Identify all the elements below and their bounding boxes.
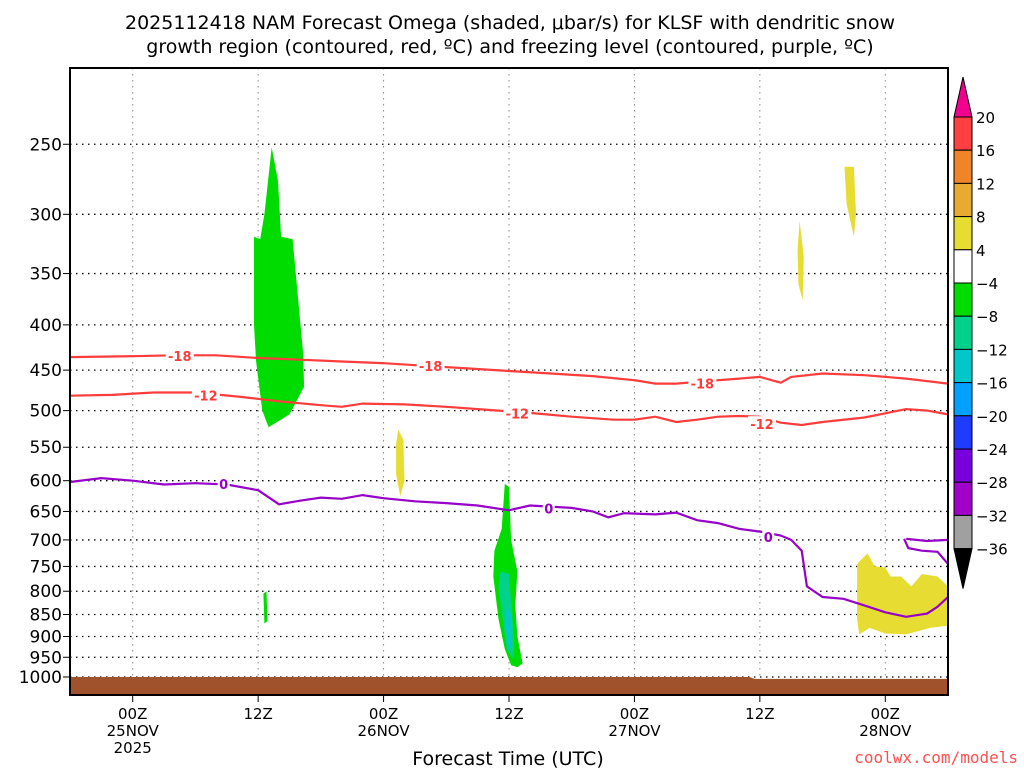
colorbar-label: −12 — [976, 341, 1008, 359]
colorbar-label: 20 — [976, 109, 995, 127]
contour-label-bg — [542, 500, 555, 517]
colorbar-swatch — [953, 116, 973, 151]
chart-title-line-2: growth region (contoured, red, ºC) and f… — [146, 36, 873, 58]
contour-line-0b — [903, 538, 948, 576]
omega-shaded-region — [505, 605, 513, 652]
contour-label-bg — [503, 405, 532, 422]
x-tick-label: 00Z — [118, 705, 147, 723]
colorbar-swatch — [953, 448, 973, 483]
colorbar-label: −32 — [976, 507, 1008, 525]
chart-title-line-1: 2025112418 NAM Forecast Omega (shaded, μ… — [125, 12, 895, 34]
omega-shaded-region — [844, 166, 856, 237]
contour-label-bg — [747, 416, 776, 433]
contour-label-bg — [191, 387, 220, 404]
colorbar-swatch — [953, 348, 973, 384]
contour-label: -12 — [506, 408, 530, 423]
x-tick-label: 00Z — [369, 705, 398, 723]
colorbar-label: 4 — [976, 242, 986, 260]
y-tick-label: 800 — [30, 582, 62, 602]
x-tick-label: 12Z — [243, 705, 272, 723]
y-tick-label: 550 — [30, 438, 62, 458]
colorbar-top-arrow — [953, 76, 973, 118]
colorbar-swatch — [953, 249, 973, 284]
colorbar-swatch — [953, 514, 973, 550]
contour-label: -12 — [750, 418, 774, 433]
plot-area: -18 -18 -18 -12 -12 -12 0 0 0 250 300 350 400 450 500 5… — [19, 67, 949, 757]
colorbar-swatch — [953, 216, 973, 251]
x-tick-label: 28NOV — [859, 722, 912, 740]
x-tick-label: 2025 — [114, 739, 152, 757]
contour-line--12 — [70, 391, 948, 427]
contour-line-0c — [906, 537, 948, 543]
colorbar-label: 16 — [976, 142, 995, 160]
contour-label-bg — [762, 529, 775, 546]
y-tick-label: 1000 — [19, 668, 62, 688]
omega-shaded-region — [396, 429, 405, 497]
colorbar-swatch — [953, 481, 973, 516]
colorbar-label: −8 — [976, 308, 998, 326]
y-tick-label: 850 — [30, 606, 62, 626]
omega-shaded-region — [254, 147, 305, 428]
plot-inner: -18 -18 -18 -12 -12 -12 0 0 0 — [70, 68, 948, 695]
colorbar-swatch — [953, 182, 973, 218]
colorbar-label: −36 — [976, 541, 1008, 559]
colorbar-swatch — [953, 282, 973, 317]
contour-line--18 — [70, 354, 948, 385]
colorbar-label: −20 — [976, 408, 1008, 426]
contour-label-bg — [165, 348, 194, 365]
contour-label: 0 — [764, 531, 773, 546]
y-tick-label: 650 — [30, 502, 62, 522]
x-tick-label: 27NOV — [608, 722, 661, 740]
colorbar-swatch — [953, 382, 973, 417]
contour-label: 0 — [219, 478, 228, 493]
contour-label-bg — [416, 357, 445, 374]
x-tick-label: 26NOV — [358, 722, 411, 740]
contour-line-0 — [70, 476, 948, 618]
terrain — [70, 677, 948, 695]
colorbar: 20 16 12 8 4 −4 −8 −12 −16 −20 −24 −28 −32 −36 — [953, 76, 1008, 589]
colorbar-label: −4 — [976, 275, 998, 293]
y-tick-label: 950 — [30, 648, 62, 668]
x-tick-label: 00Z — [620, 705, 649, 723]
y-tick-label: 300 — [30, 205, 62, 225]
y-tick-label: 750 — [30, 557, 62, 577]
y-tick-label: 900 — [30, 627, 62, 647]
contour-label: -18 — [691, 378, 715, 393]
contour-label-bg — [688, 375, 717, 392]
y-tick-label: 600 — [30, 472, 62, 492]
colorbar-swatch — [953, 415, 973, 450]
y-tick-label: 500 — [30, 402, 62, 422]
y-tick-label: 450 — [30, 361, 62, 381]
y-tick-label: 250 — [30, 135, 62, 155]
y-tick-label: 700 — [30, 531, 62, 551]
colorbar-swatch — [953, 315, 973, 350]
contour-label: -18 — [419, 360, 443, 375]
y-tick-label: 350 — [30, 265, 62, 285]
omega-shaded-region — [857, 553, 948, 635]
contour-label: -12 — [194, 390, 218, 405]
contour-label: 0 — [544, 502, 553, 517]
plot-frame — [69, 67, 949, 696]
credit-text[interactable]: coolwx.com/models — [854, 748, 1018, 767]
x-axis-label: Forecast Time (UTC) — [412, 748, 603, 768]
colorbar-label: 8 — [976, 209, 986, 227]
x-tick-label: 12Z — [745, 705, 774, 723]
x-tick-label: 12Z — [494, 705, 523, 723]
colorbar-label: −24 — [976, 441, 1008, 459]
x-tick-label: 00Z — [871, 705, 900, 723]
y-tick-label: 400 — [30, 316, 62, 336]
colorbar-label: 12 — [976, 175, 995, 193]
colorbar-swatch — [953, 149, 973, 184]
colorbar-bottom-arrow — [953, 548, 973, 589]
omega-shaded-region — [263, 591, 268, 624]
x-tick-label: 25NOV — [107, 722, 160, 740]
contour-label-bg — [217, 475, 230, 492]
omega-shaded-region — [797, 220, 804, 301]
colorbar-label: −28 — [976, 474, 1008, 492]
contour-label: -18 — [168, 350, 192, 365]
colorbar-label: −16 — [976, 375, 1008, 393]
